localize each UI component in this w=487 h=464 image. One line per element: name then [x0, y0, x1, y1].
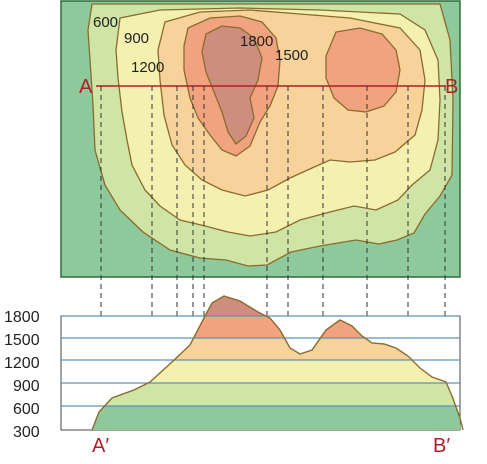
elevation-tick-900: 900	[13, 378, 40, 395]
profile-end-label: B′	[433, 435, 450, 457]
contour-band-1500-east	[325, 27, 401, 113]
contour-label-600: 600	[93, 14, 118, 31]
elevation-tick-1200: 1200	[4, 355, 40, 372]
profile-band-900-1200	[92, 360, 460, 383]
section-end-label: B	[445, 76, 458, 98]
profile-band-300-600	[92, 406, 460, 430]
elevation-grid	[61, 315, 460, 407]
elevation-profile: 1800 1500 1200 900 600 300 A′ B′	[4, 295, 464, 457]
elevation-tick-1500: 1500	[4, 332, 40, 349]
profile-start-label: A′	[92, 435, 109, 457]
contour-label-1500: 1500	[275, 47, 308, 64]
elevation-tick-1800: 1800	[4, 309, 40, 326]
elevation-tick-600: 600	[13, 401, 40, 418]
elevation-tick-300: 300	[13, 424, 40, 441]
contour-label-900: 900	[124, 30, 149, 47]
contour-map: 600 900 1200 1800 1500 A B	[60, 0, 461, 278]
profile-band-above-1800	[92, 296, 460, 316]
section-start-label: A	[79, 76, 93, 98]
contour-band-1800	[201, 25, 263, 145]
contour-label-1800: 1800	[240, 33, 273, 50]
profile-band-600-900	[92, 383, 460, 406]
contour-label-1200: 1200	[131, 59, 164, 76]
profile-outline	[91, 295, 464, 431]
